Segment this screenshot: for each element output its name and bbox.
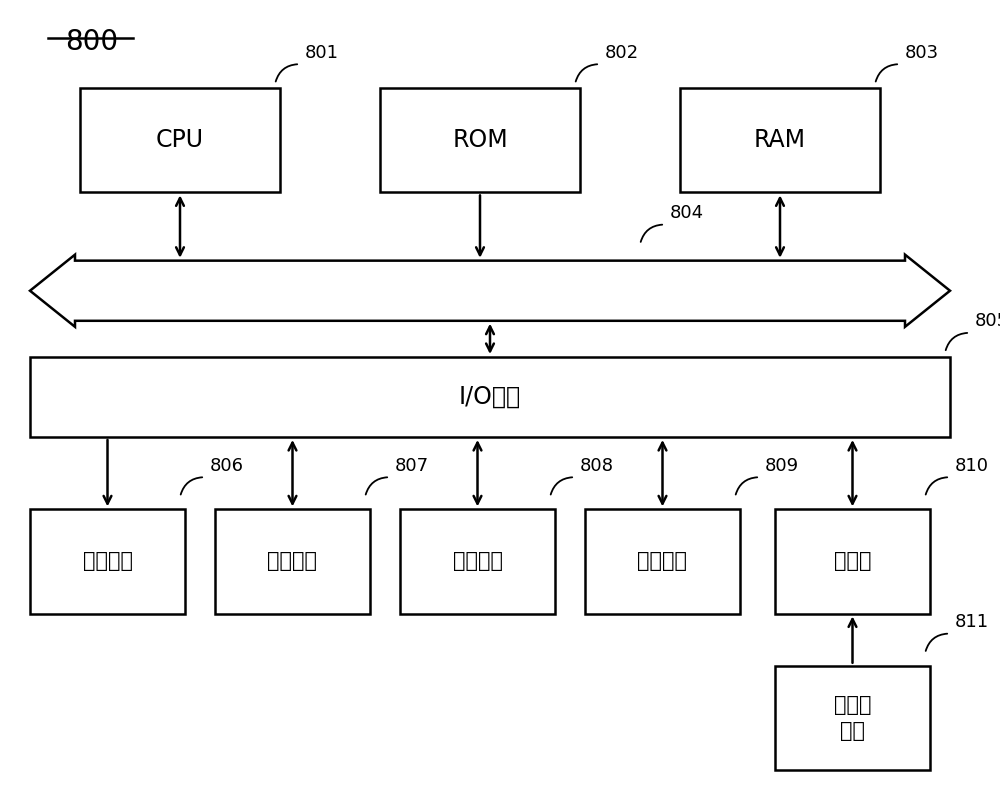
Text: 801: 801 [305, 44, 339, 62]
Polygon shape [30, 255, 950, 327]
Text: 806: 806 [210, 457, 244, 475]
Bar [215, 509, 370, 614]
Bar [775, 509, 930, 614]
Text: 输入部分: 输入部分 [82, 552, 132, 571]
Text: 805: 805 [975, 313, 1000, 330]
Text: 809: 809 [765, 457, 799, 475]
Bar [400, 509, 555, 614]
Text: 802: 802 [605, 44, 639, 62]
Text: ROM: ROM [452, 128, 508, 152]
Text: 807: 807 [395, 457, 429, 475]
Bar [585, 509, 740, 614]
Text: 803: 803 [905, 44, 939, 62]
Text: 808: 808 [580, 457, 614, 475]
Text: 800: 800 [65, 28, 118, 56]
Text: 驱动器: 驱动器 [834, 552, 871, 571]
Text: 存储部分: 存储部分 [453, 552, 503, 571]
Text: 通信部分: 通信部分 [638, 552, 688, 571]
Text: 804: 804 [670, 205, 704, 222]
Text: RAM: RAM [754, 128, 806, 152]
Text: CPU: CPU [156, 128, 204, 152]
Text: 811: 811 [955, 614, 989, 631]
Bar [30, 509, 185, 614]
Bar [775, 666, 930, 770]
Text: 810: 810 [955, 457, 989, 475]
Bar [30, 357, 950, 437]
Bar [380, 88, 580, 192]
Bar [680, 88, 880, 192]
Text: I/O接口: I/O接口 [459, 385, 521, 409]
Text: 输出部分: 输出部分 [268, 552, 318, 571]
Bar [80, 88, 280, 192]
Text: 可拆卸
介质: 可拆卸 介质 [834, 695, 871, 741]
